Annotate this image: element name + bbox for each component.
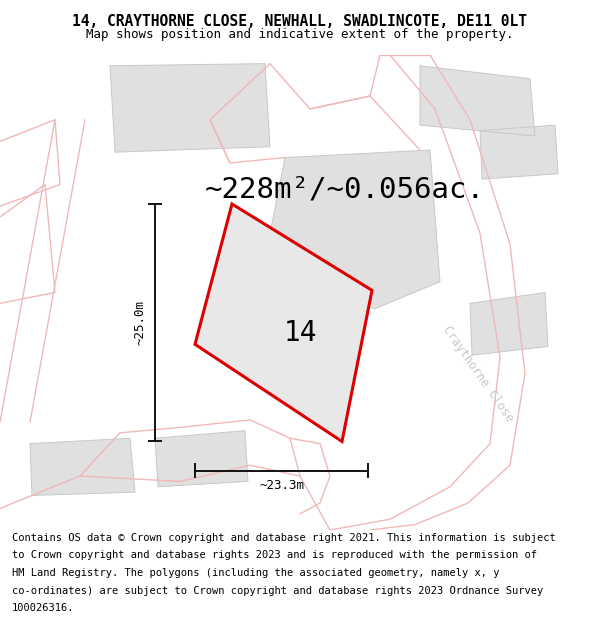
Polygon shape xyxy=(110,64,270,152)
Text: ~23.3m: ~23.3m xyxy=(259,479,304,492)
Text: ~228m²/~0.056ac.: ~228m²/~0.056ac. xyxy=(205,176,485,204)
Polygon shape xyxy=(470,292,548,355)
Polygon shape xyxy=(195,204,372,441)
Polygon shape xyxy=(270,150,440,309)
Text: HM Land Registry. The polygons (including the associated geometry, namely x, y: HM Land Registry. The polygons (includin… xyxy=(12,568,499,578)
Text: Map shows position and indicative extent of the property.: Map shows position and indicative extent… xyxy=(86,28,514,41)
Polygon shape xyxy=(155,431,248,487)
Polygon shape xyxy=(480,125,558,179)
Polygon shape xyxy=(30,438,135,496)
Text: Craythorne Close: Craythorne Close xyxy=(440,323,516,424)
Polygon shape xyxy=(420,66,535,136)
Text: 100026316.: 100026316. xyxy=(12,603,74,613)
Text: 14: 14 xyxy=(284,319,317,347)
Text: co-ordinates) are subject to Crown copyright and database rights 2023 Ordnance S: co-ordinates) are subject to Crown copyr… xyxy=(12,586,543,596)
Text: ~25.0m: ~25.0m xyxy=(133,300,146,345)
Text: 14, CRAYTHORNE CLOSE, NEWHALL, SWADLINCOTE, DE11 0LT: 14, CRAYTHORNE CLOSE, NEWHALL, SWADLINCO… xyxy=(73,14,527,29)
Text: Contains OS data © Crown copyright and database right 2021. This information is : Contains OS data © Crown copyright and d… xyxy=(12,533,556,543)
Text: to Crown copyright and database rights 2023 and is reproduced with the permissio: to Crown copyright and database rights 2… xyxy=(12,551,537,561)
